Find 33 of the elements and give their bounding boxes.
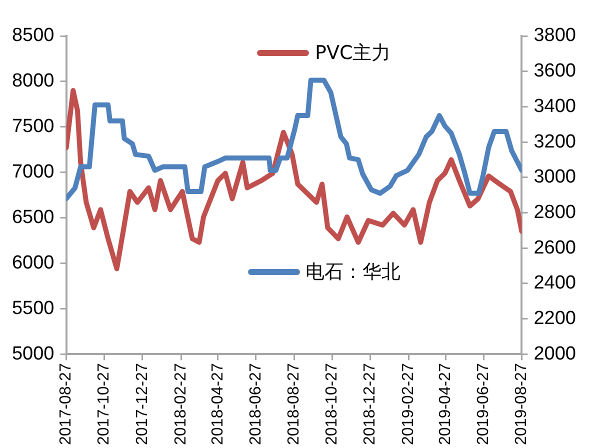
x-tick-label: 2017-08-27 — [58, 363, 75, 445]
y-tick-label: 6000 — [12, 252, 54, 274]
x-tick-label: 2018-10-27 — [323, 363, 340, 445]
y-tick-label: 6500 — [12, 207, 54, 228]
x-tick-label: 2018-04-27 — [209, 363, 226, 445]
x-tick-label: 2018-08-27 — [285, 363, 302, 445]
x-tick-label: 2019-06-27 — [475, 363, 492, 445]
y2-tick-label: 3600 — [534, 60, 576, 82]
x-tick-label: 2017-10-27 — [96, 363, 113, 445]
legend-label: 电石：华北 — [306, 260, 400, 285]
x-tick-label: 2019-04-27 — [437, 363, 454, 445]
y2-tick-label: 3400 — [534, 96, 576, 117]
x-tick-label: 2019-02-27 — [400, 363, 418, 445]
y2-tick-label: 2800 — [534, 202, 576, 223]
x-tick-label: 2019-08-27 — [513, 363, 530, 445]
x-tick-label: 2017-12-27 — [134, 363, 151, 445]
y2-tick-label: 2200 — [534, 308, 576, 330]
x-tick-label: 2018-06-27 — [247, 363, 264, 445]
y2-tick-label: 2000 — [534, 343, 576, 364]
legend-label: PVC主力 — [315, 41, 391, 66]
y2-tick-label: 2600 — [534, 237, 576, 258]
y-tick-label: 8500 — [12, 25, 54, 46]
y-tick-label: 5500 — [12, 298, 54, 319]
y2-tick-label: 3200 — [534, 131, 576, 152]
x-tick-label: 2018-02-27 — [172, 363, 190, 445]
x-tick-label: 2018-12-27 — [362, 363, 379, 445]
y-tick-label: 8000 — [12, 70, 54, 92]
y-tick-label: 7000 — [12, 162, 54, 183]
y2-tick-label: 2400 — [534, 272, 576, 294]
y-tick-label: 7500 — [12, 116, 54, 138]
y-tick-label: 5000 — [12, 343, 54, 364]
y2-tick-label: 3000 — [534, 166, 576, 188]
y2-tick-label: 3800 — [534, 25, 576, 46]
